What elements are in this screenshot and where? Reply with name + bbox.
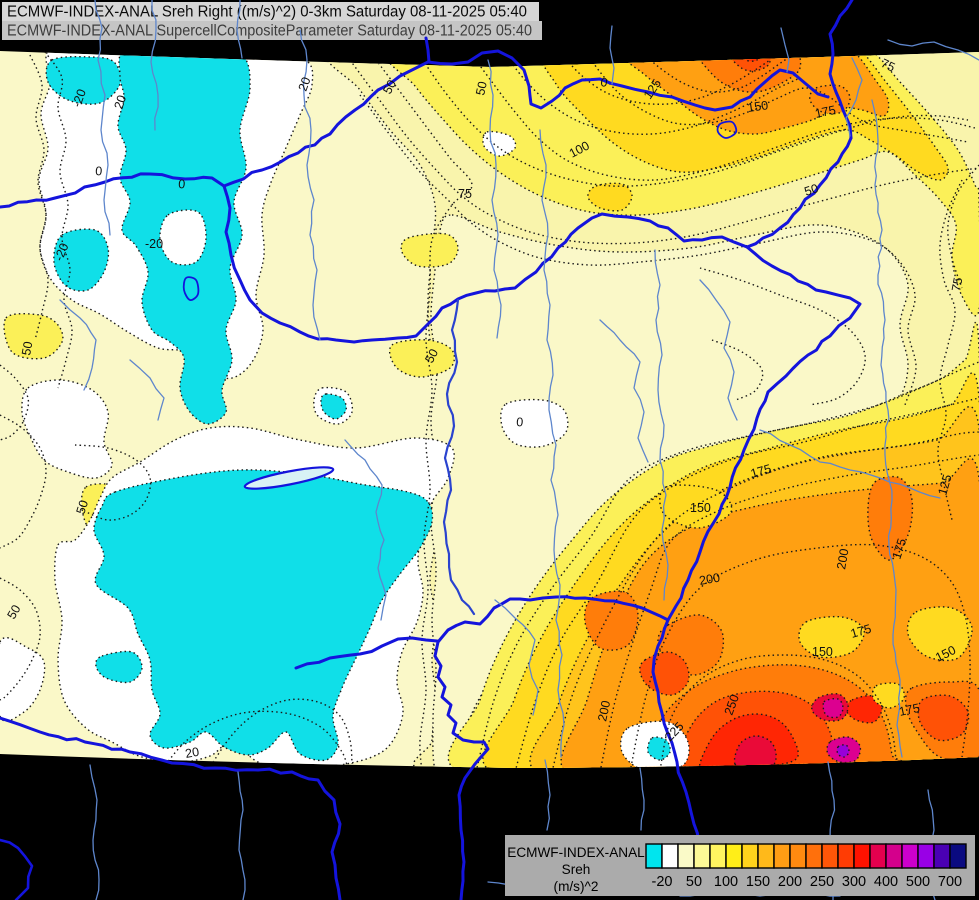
- svg-text:50: 50: [4, 602, 23, 621]
- svg-text:500: 500: [906, 874, 930, 890]
- svg-text:50: 50: [19, 340, 35, 356]
- svg-text:200: 200: [778, 874, 802, 890]
- svg-text:0: 0: [600, 75, 609, 90]
- svg-text:50: 50: [74, 498, 92, 516]
- svg-text:-20: -20: [70, 87, 89, 109]
- svg-text:175: 175: [890, 537, 910, 561]
- svg-text:125: 125: [935, 473, 954, 497]
- svg-text:20: 20: [112, 93, 130, 111]
- svg-text:200: 200: [595, 699, 613, 722]
- svg-text:Sreh: Sreh: [562, 862, 591, 877]
- svg-text:175: 175: [749, 462, 773, 481]
- svg-text:175: 175: [849, 622, 873, 641]
- svg-text:-20: -20: [52, 241, 72, 263]
- svg-text:50: 50: [686, 874, 702, 890]
- svg-text:75: 75: [949, 276, 965, 292]
- svg-text:150: 150: [746, 874, 770, 890]
- svg-text:ECMWF-INDEX-ANAL: ECMWF-INDEX-ANAL: [507, 845, 645, 860]
- svg-text:50: 50: [422, 347, 441, 366]
- svg-text:400: 400: [874, 874, 898, 890]
- svg-text:(m/s)^2: (m/s)^2: [554, 879, 599, 894]
- svg-text:250: 250: [810, 874, 834, 890]
- svg-text:75: 75: [458, 187, 472, 201]
- svg-text:75: 75: [879, 56, 898, 75]
- svg-text:300: 300: [842, 874, 866, 890]
- svg-text:-20: -20: [145, 237, 163, 251]
- svg-text:20: 20: [296, 75, 314, 93]
- svg-text:100: 100: [714, 874, 738, 890]
- svg-text:150: 150: [690, 501, 711, 515]
- svg-text:20: 20: [184, 745, 200, 761]
- svg-text:200: 200: [698, 571, 721, 588]
- svg-text:150: 150: [746, 98, 769, 115]
- svg-text:0: 0: [95, 164, 103, 178]
- svg-text:175: 175: [898, 701, 921, 719]
- svg-text:700: 700: [938, 874, 962, 890]
- svg-text:0: 0: [516, 415, 524, 429]
- svg-text:250: 250: [722, 693, 742, 717]
- svg-text:50: 50: [803, 181, 821, 199]
- svg-text:ECMWF-INDEX-ANAL SupercellComp: ECMWF-INDEX-ANAL SupercellCompositeParam…: [7, 23, 532, 40]
- svg-text:50: 50: [380, 78, 399, 97]
- svg-text:50: 50: [473, 80, 490, 97]
- svg-text:-20: -20: [652, 874, 673, 890]
- svg-text:200: 200: [834, 548, 851, 571]
- svg-text:ECMWF-INDEX-ANAL Sreh Right ((: ECMWF-INDEX-ANAL Sreh Right ((m/s)^2) 0-…: [7, 4, 527, 21]
- svg-text:0: 0: [178, 177, 186, 191]
- svg-text:175: 175: [814, 103, 837, 121]
- svg-text:150: 150: [812, 645, 833, 659]
